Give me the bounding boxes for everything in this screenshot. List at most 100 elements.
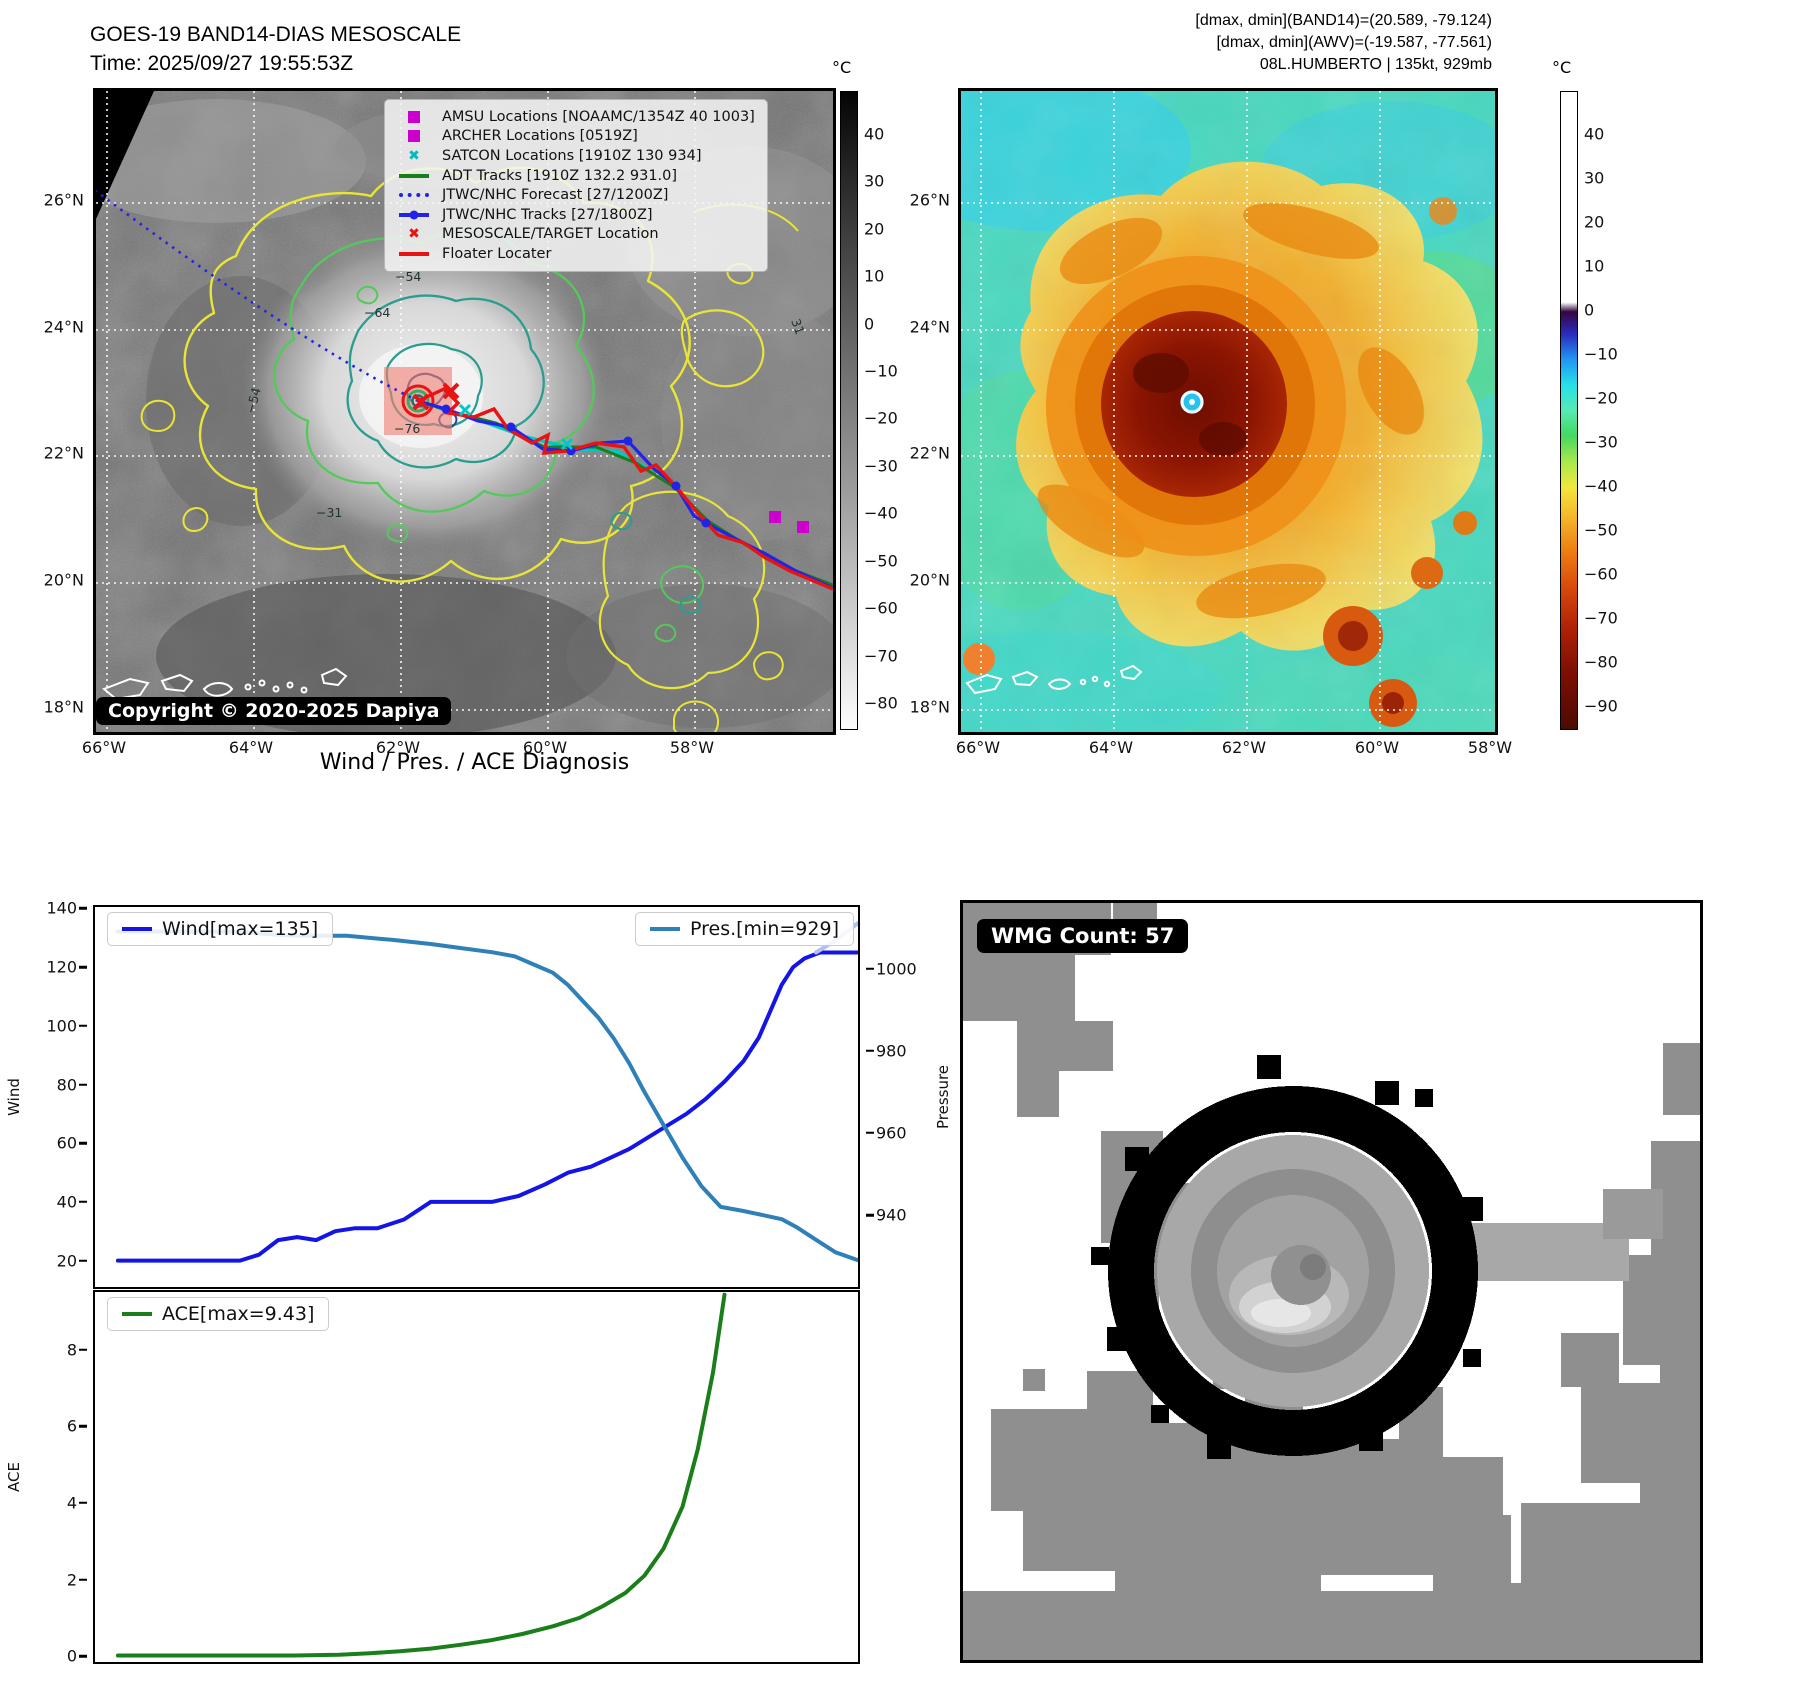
tick-label: 980 bbox=[876, 1041, 907, 1061]
tick-label: −40 bbox=[864, 503, 898, 523]
wind-legend-swatch bbox=[122, 926, 152, 932]
satcon-markers bbox=[458, 403, 574, 451]
tick-label: 60 bbox=[56, 1133, 77, 1153]
contour-label: −76 bbox=[394, 421, 421, 436]
tick-label: 24°N bbox=[909, 317, 950, 337]
jtwc-track-markers bbox=[441, 404, 711, 528]
tick-label: 100 bbox=[46, 1016, 77, 1036]
tick-mark bbox=[79, 1024, 87, 1028]
contour-label: −31 bbox=[316, 505, 343, 520]
tick-label: 4 bbox=[66, 1493, 77, 1513]
amsu-archer-markers bbox=[769, 511, 809, 533]
storm-id-intensity: 08L.HUMBERTO | 135kt, 929mb bbox=[1259, 56, 1492, 73]
legend-item: ✖ MESOSCALE/TARGET Location bbox=[393, 225, 755, 245]
legend-item-label: AMSU Locations [NOAAMC/1354Z 40 1003] bbox=[442, 108, 755, 125]
band14-gridlines bbox=[96, 91, 833, 732]
tick-label: 64°W bbox=[1088, 738, 1134, 757]
tick-label: 18°N bbox=[909, 697, 950, 717]
wind-axis-ticks: 140 120 100 80 60 40 20 bbox=[39, 899, 87, 1287]
band14-colorbar-unit: °C bbox=[832, 58, 852, 77]
tick-label: −30 bbox=[1584, 432, 1618, 452]
tick-mark bbox=[79, 1348, 87, 1351]
tick-label: −80 bbox=[1584, 652, 1618, 672]
page-title: GOES-19 BAND14-DIAS MESOSCALE bbox=[90, 23, 462, 46]
tick-label: −20 bbox=[864, 408, 898, 428]
wmg-panel: WMG Count: 57 bbox=[960, 900, 1703, 1663]
tick-label: 20°N bbox=[909, 570, 950, 590]
ace-legend: ACE[max=9.43] bbox=[107, 1297, 330, 1331]
tick-label: −70 bbox=[864, 646, 898, 666]
jtwc-track bbox=[417, 399, 833, 590]
legend-item-label: SATCON Locations [1910Z 130 934] bbox=[442, 147, 702, 164]
tick-label: 80 bbox=[56, 1075, 77, 1095]
ace-legend-swatch bbox=[122, 1311, 152, 1317]
map-legend: AMSU Locations [NOAAMC/1354Z 40 1003] ARC… bbox=[384, 99, 768, 272]
tick-label: −60 bbox=[1584, 564, 1618, 584]
tick-mark bbox=[866, 967, 874, 970]
island-outlines bbox=[965, 664, 1143, 695]
tick-mark bbox=[866, 1049, 874, 1053]
tick-label: 10 bbox=[864, 266, 885, 286]
tick-mark bbox=[79, 1083, 87, 1086]
tick-mark bbox=[79, 1501, 87, 1505]
tick-label: 26°N bbox=[43, 190, 84, 210]
tick-mark bbox=[79, 1200, 87, 1204]
tick-label: 60°W bbox=[1354, 738, 1400, 757]
x-marker-icon: ✖ bbox=[408, 226, 420, 243]
ir-colorbar-unit: °C bbox=[1552, 58, 1572, 77]
dmax-dmin-awv: [dmax, dmin](AWV)=(-19.587, -77.561) bbox=[1216, 34, 1492, 51]
tick-mark bbox=[79, 1424, 87, 1428]
dmax-dmin-band14: [dmax, dmin](BAND14)=(20.589, -79.124) bbox=[1195, 12, 1492, 29]
legend-item: AMSU Locations [NOAAMC/1354Z 40 1003] bbox=[393, 107, 755, 127]
ir-satellite-map bbox=[958, 88, 1498, 735]
copyright-badge: Copyright © 2020-2025 Dapiya bbox=[96, 697, 452, 725]
wmg-count-badge: WMG Count: 57 bbox=[977, 919, 1189, 953]
tick-label: 66°W bbox=[81, 738, 127, 757]
legend-item-label: ARCHER Locations [0519Z] bbox=[442, 128, 638, 145]
pressure-legend-swatch bbox=[650, 926, 680, 932]
series-pres-min-929- bbox=[115, 929, 858, 1263]
ace-axis-ticks: 8 6 4 2 0 bbox=[39, 1292, 87, 1666]
floater-track bbox=[417, 386, 833, 591]
contour-label: −54 bbox=[395, 269, 422, 284]
tick-label: 1000 bbox=[876, 959, 917, 979]
tick-label: 0 bbox=[1584, 300, 1595, 320]
tick-mark bbox=[79, 1578, 87, 1581]
legend-item: JTWC/NHC Forecast [27/1200Z] bbox=[393, 185, 755, 205]
series-ace-max-9-43- bbox=[115, 1292, 727, 1658]
tick-label: 8 bbox=[66, 1340, 77, 1359]
tick-label: 2 bbox=[66, 1570, 77, 1590]
tick-mark bbox=[79, 907, 87, 910]
x-marker-icon: ✖ bbox=[408, 147, 420, 164]
line-marker-icon bbox=[393, 173, 435, 178]
tick-label: −30 bbox=[864, 456, 898, 476]
ace-plot bbox=[115, 1292, 727, 1658]
band14-colorbar bbox=[840, 91, 858, 730]
tick-label: 62°W bbox=[1221, 738, 1267, 757]
legend-item: ARCHER Locations [0519Z] bbox=[393, 127, 755, 147]
wind-axis-title: Wind bbox=[5, 1078, 23, 1116]
band14-title-block: GOES-19 BAND14-DIAS MESOSCALE Time: 2025… bbox=[90, 20, 461, 78]
tick-label: 64°W bbox=[228, 738, 274, 757]
pixel-noise bbox=[1091, 1055, 1483, 1459]
legend-item-label: ADT Tracks [1910Z 132.2 931.0] bbox=[442, 167, 678, 184]
tick-label: 18°N bbox=[43, 697, 84, 717]
tick-label: −70 bbox=[1584, 608, 1618, 628]
square-marker-icon bbox=[393, 130, 435, 143]
outer-convection-blobs bbox=[963, 197, 1477, 727]
tick-label: 120 bbox=[46, 957, 77, 977]
wind-legend: Wind[max=135] bbox=[107, 912, 334, 946]
pressure-legend: Pres.[min=929] bbox=[635, 912, 854, 946]
legend-item-label: JTWC/NHC Tracks [27/1800Z] bbox=[442, 206, 653, 223]
tick-mark bbox=[79, 965, 87, 969]
tick-label: 20 bbox=[864, 219, 885, 239]
tick-label: −50 bbox=[864, 551, 898, 571]
tick-label: 30 bbox=[1584, 168, 1605, 188]
tick-label: −20 bbox=[1584, 388, 1618, 408]
tick-label: −60 bbox=[864, 598, 898, 618]
tick-label: 66°W bbox=[955, 738, 1001, 757]
cold-cloud-blobs bbox=[963, 903, 1700, 1660]
jtwc-forecast-line bbox=[96, 189, 419, 403]
tick-label: 6 bbox=[66, 1416, 77, 1436]
